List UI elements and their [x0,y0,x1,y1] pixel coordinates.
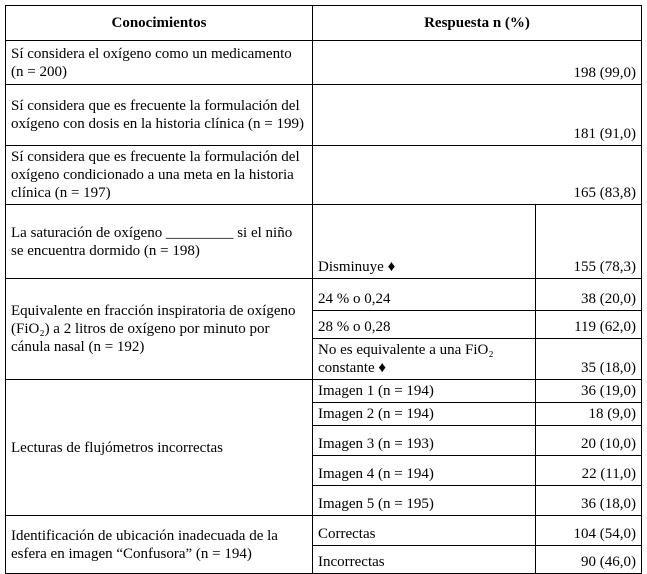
response-value: 198 (99,0) [312,40,642,85]
knowledge-label: Lecturas de flujómetros incorrectas [5,379,313,516]
response-value: 155 (78,3) [535,204,642,279]
table-row: No es equivalente a una FiO₂ constante ♦… [6,338,642,380]
response-value: 165 (83,8) [312,145,642,205]
table-row: Identificación de ubicación inadecuada d… [5,515,642,574]
knowledge-label: Identificación de ubicación inadecuada d… [5,515,313,574]
response-option: No es equivalente a una FiO₂ constante ♦ [312,338,536,380]
knowledge-label: Sí considera que es frecuente la formula… [5,84,313,146]
response-option: Imagen 3 (n = 193) [312,425,536,456]
header-row: Conocimientos Respuesta n (%) [5,5,642,41]
response-option: Imagen 2 (n = 194) [312,402,536,426]
table-row: Equivalente en fracción inspiratoria de … [5,278,642,380]
table-row: 28 % o 0,28 119 (62,0) [6,310,642,339]
response-option: Imagen 4 (n = 194) [312,455,536,486]
response-option: Imagen 5 (n = 195) [312,485,536,516]
response-value: 36 (19,0) [535,379,642,403]
response-value: 20 (10,0) [535,425,642,456]
header-cell: Conocimientos [5,5,313,41]
knowledge-label: Equivalente en fracción inspiratoria de … [5,278,313,380]
table-row: Imagen 5 (n = 195) 36 (18,0) [6,485,642,516]
response-option: Correctas [312,515,536,546]
knowledge-label: Sí considera el oxígeno como un medicame… [5,40,313,85]
knowledge-label: Sí considera que es frecuente la formula… [5,145,313,205]
response-value: 36 (18,0) [535,485,642,516]
response-value: 90 (46,0) [535,545,642,574]
table-row: Sí considera que es frecuente la formula… [5,145,642,205]
response-value: 104 (54,0) [535,515,642,546]
knowledge-table: Conocimientos Respuesta n (%) Sí conside… [5,5,642,574]
table-row: La saturación de oxígeno _________ si el… [5,204,642,279]
response-option: Imagen 1 (n = 194) [312,379,536,403]
response-option: Incorrectas [312,545,536,574]
response-value: 38 (20,0) [535,278,642,311]
response-value: 181 (91,0) [312,84,642,146]
response-value: 119 (62,0) [535,310,642,339]
table-row: Sí considera que es frecuente la formula… [5,84,642,146]
knowledge-label: La saturación de oxígeno _________ si el… [5,204,313,279]
response-option: 24 % o 0,24 [312,278,536,311]
table-body: Sí considera el oxígeno como un medicame… [5,40,642,574]
response-option: 28 % o 0,28 [312,310,536,339]
table-row: Lecturas de flujómetros incorrectas Image… [5,379,642,516]
table-row: Imagen 3 (n = 193) 20 (10,0) [6,425,642,456]
response-value: 35 (18,0) [535,338,642,380]
response-value: 18 (9,0) [535,402,642,426]
header-cell: Respuesta n (%) [312,5,642,41]
response-value: 22 (11,0) [535,455,642,486]
response-option: Disminuye ♦ [312,204,536,279]
table-row: Sí considera el oxígeno como un medicame… [5,40,642,85]
